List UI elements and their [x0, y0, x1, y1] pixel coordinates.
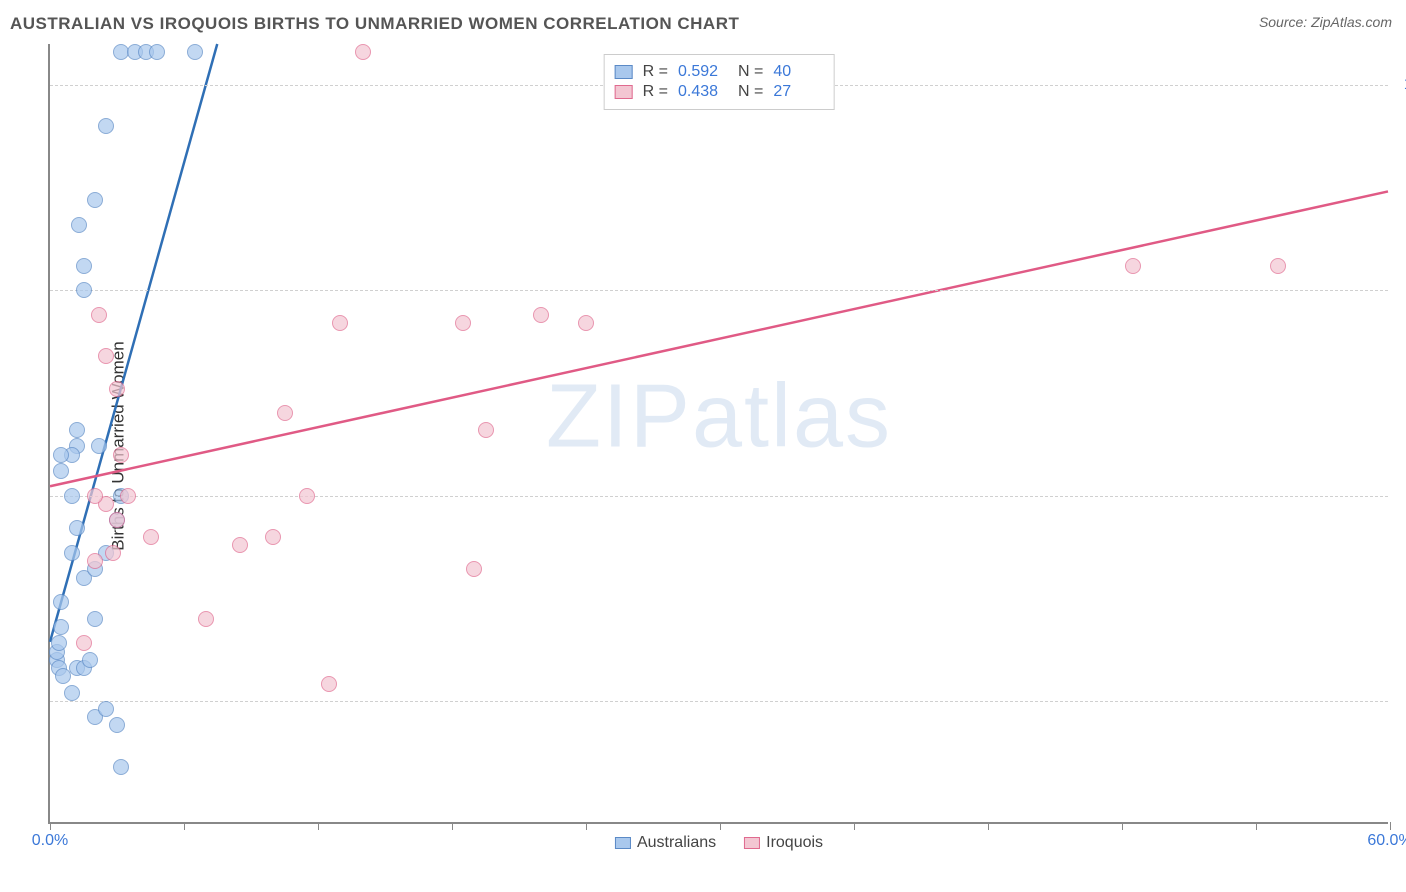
australians-point [87, 611, 103, 627]
gridline [50, 496, 1388, 497]
iroquois-point [232, 537, 248, 553]
iroquois-point [87, 553, 103, 569]
legend-item-australians: Australians [615, 834, 716, 852]
australians-point [87, 192, 103, 208]
iroquois-point [198, 611, 214, 627]
plot-canvas [50, 44, 1388, 822]
gridline [50, 701, 1388, 702]
iroquois-point [277, 405, 293, 421]
x-tick-mark [452, 822, 453, 830]
australians-point [64, 545, 80, 561]
iroquois-point [87, 488, 103, 504]
x-tick-mark [1390, 822, 1391, 830]
australians-point [71, 217, 87, 233]
australians-point [53, 594, 69, 610]
y-tick-label: 50.0% [1398, 487, 1406, 505]
x-tick-mark [318, 822, 319, 830]
iroquois-point [1125, 258, 1141, 274]
australians-point [53, 463, 69, 479]
iroquois-point [299, 488, 315, 504]
iroquois-point [355, 44, 371, 60]
legend-item-iroquois: Iroquois [744, 834, 823, 852]
iroquois-point [109, 381, 125, 397]
r-value-iroquois: 0.438 [678, 83, 728, 101]
iroquois-point [98, 348, 114, 364]
iroquois-point [76, 635, 92, 651]
australians-point [64, 685, 80, 701]
iroquois-point [265, 529, 281, 545]
iroquois-point [1270, 258, 1286, 274]
australians-point [109, 717, 125, 733]
x-tick-label: 60.0% [1367, 832, 1406, 850]
australians-point [187, 44, 203, 60]
iroquois-trend-line [50, 191, 1388, 486]
swatch-iroquois-icon [744, 837, 760, 849]
iroquois-point [321, 676, 337, 692]
iroquois-point [105, 545, 121, 561]
x-tick-mark [720, 822, 721, 830]
swatch-iroquois [615, 85, 633, 99]
n-label: N = [738, 63, 763, 81]
legend-label-australians: Australians [637, 834, 716, 852]
x-tick-mark [184, 822, 185, 830]
iroquois-point [109, 512, 125, 528]
legend-series: Australians Iroquois [615, 834, 823, 852]
iroquois-point [332, 315, 348, 331]
x-tick-mark [988, 822, 989, 830]
x-tick-label: 0.0% [32, 832, 68, 850]
iroquois-point [466, 561, 482, 577]
iroquois-point [91, 307, 107, 323]
australians-point [76, 258, 92, 274]
x-tick-mark [586, 822, 587, 830]
australians-point [76, 282, 92, 298]
iroquois-point [478, 422, 494, 438]
x-tick-mark [1256, 822, 1257, 830]
y-tick-label: 75.0% [1398, 281, 1406, 299]
australians-point [149, 44, 165, 60]
r-label: R = [643, 83, 668, 101]
legend-stats: R = 0.592 N = 40 R = 0.438 N = 27 [604, 54, 835, 110]
australians-point [113, 759, 129, 775]
y-tick-label: 100.0% [1398, 76, 1406, 94]
australians-point [82, 652, 98, 668]
chart-title: AUSTRALIAN VS IROQUOIS BIRTHS TO UNMARRI… [10, 14, 739, 34]
trend-lines [50, 44, 1388, 822]
gridline [50, 290, 1388, 291]
australians-point [69, 520, 85, 536]
australians-point [53, 619, 69, 635]
legend-label-iroquois: Iroquois [766, 834, 823, 852]
iroquois-point [120, 488, 136, 504]
n-label: N = [738, 83, 763, 101]
australians-point [64, 488, 80, 504]
australians-point [91, 438, 107, 454]
legend-stats-row-iroquois: R = 0.438 N = 27 [615, 83, 824, 101]
r-label: R = [643, 63, 668, 81]
legend-stats-row-australians: R = 0.592 N = 40 [615, 63, 824, 81]
n-value-australians: 40 [773, 63, 823, 81]
australians-point [51, 635, 67, 651]
iroquois-point [533, 307, 549, 323]
australians-point [69, 422, 85, 438]
chart-container: AUSTRALIAN VS IROQUOIS BIRTHS TO UNMARRI… [0, 0, 1406, 892]
x-tick-mark [1122, 822, 1123, 830]
r-value-australians: 0.592 [678, 63, 728, 81]
x-tick-mark [854, 822, 855, 830]
x-tick-mark [50, 822, 51, 830]
source-label: Source: ZipAtlas.com [1259, 14, 1392, 30]
australians-point [98, 701, 114, 717]
iroquois-point [455, 315, 471, 331]
iroquois-point [113, 447, 129, 463]
y-tick-label: 25.0% [1398, 692, 1406, 710]
plot-area: ZIPatlas R = 0.592 N = 40 R = 0.438 N = … [48, 44, 1388, 824]
iroquois-point [143, 529, 159, 545]
australians-point [98, 118, 114, 134]
swatch-australians-icon [615, 837, 631, 849]
n-value-iroquois: 27 [773, 83, 823, 101]
swatch-australians [615, 65, 633, 79]
iroquois-point [578, 315, 594, 331]
australians-point [53, 447, 69, 463]
